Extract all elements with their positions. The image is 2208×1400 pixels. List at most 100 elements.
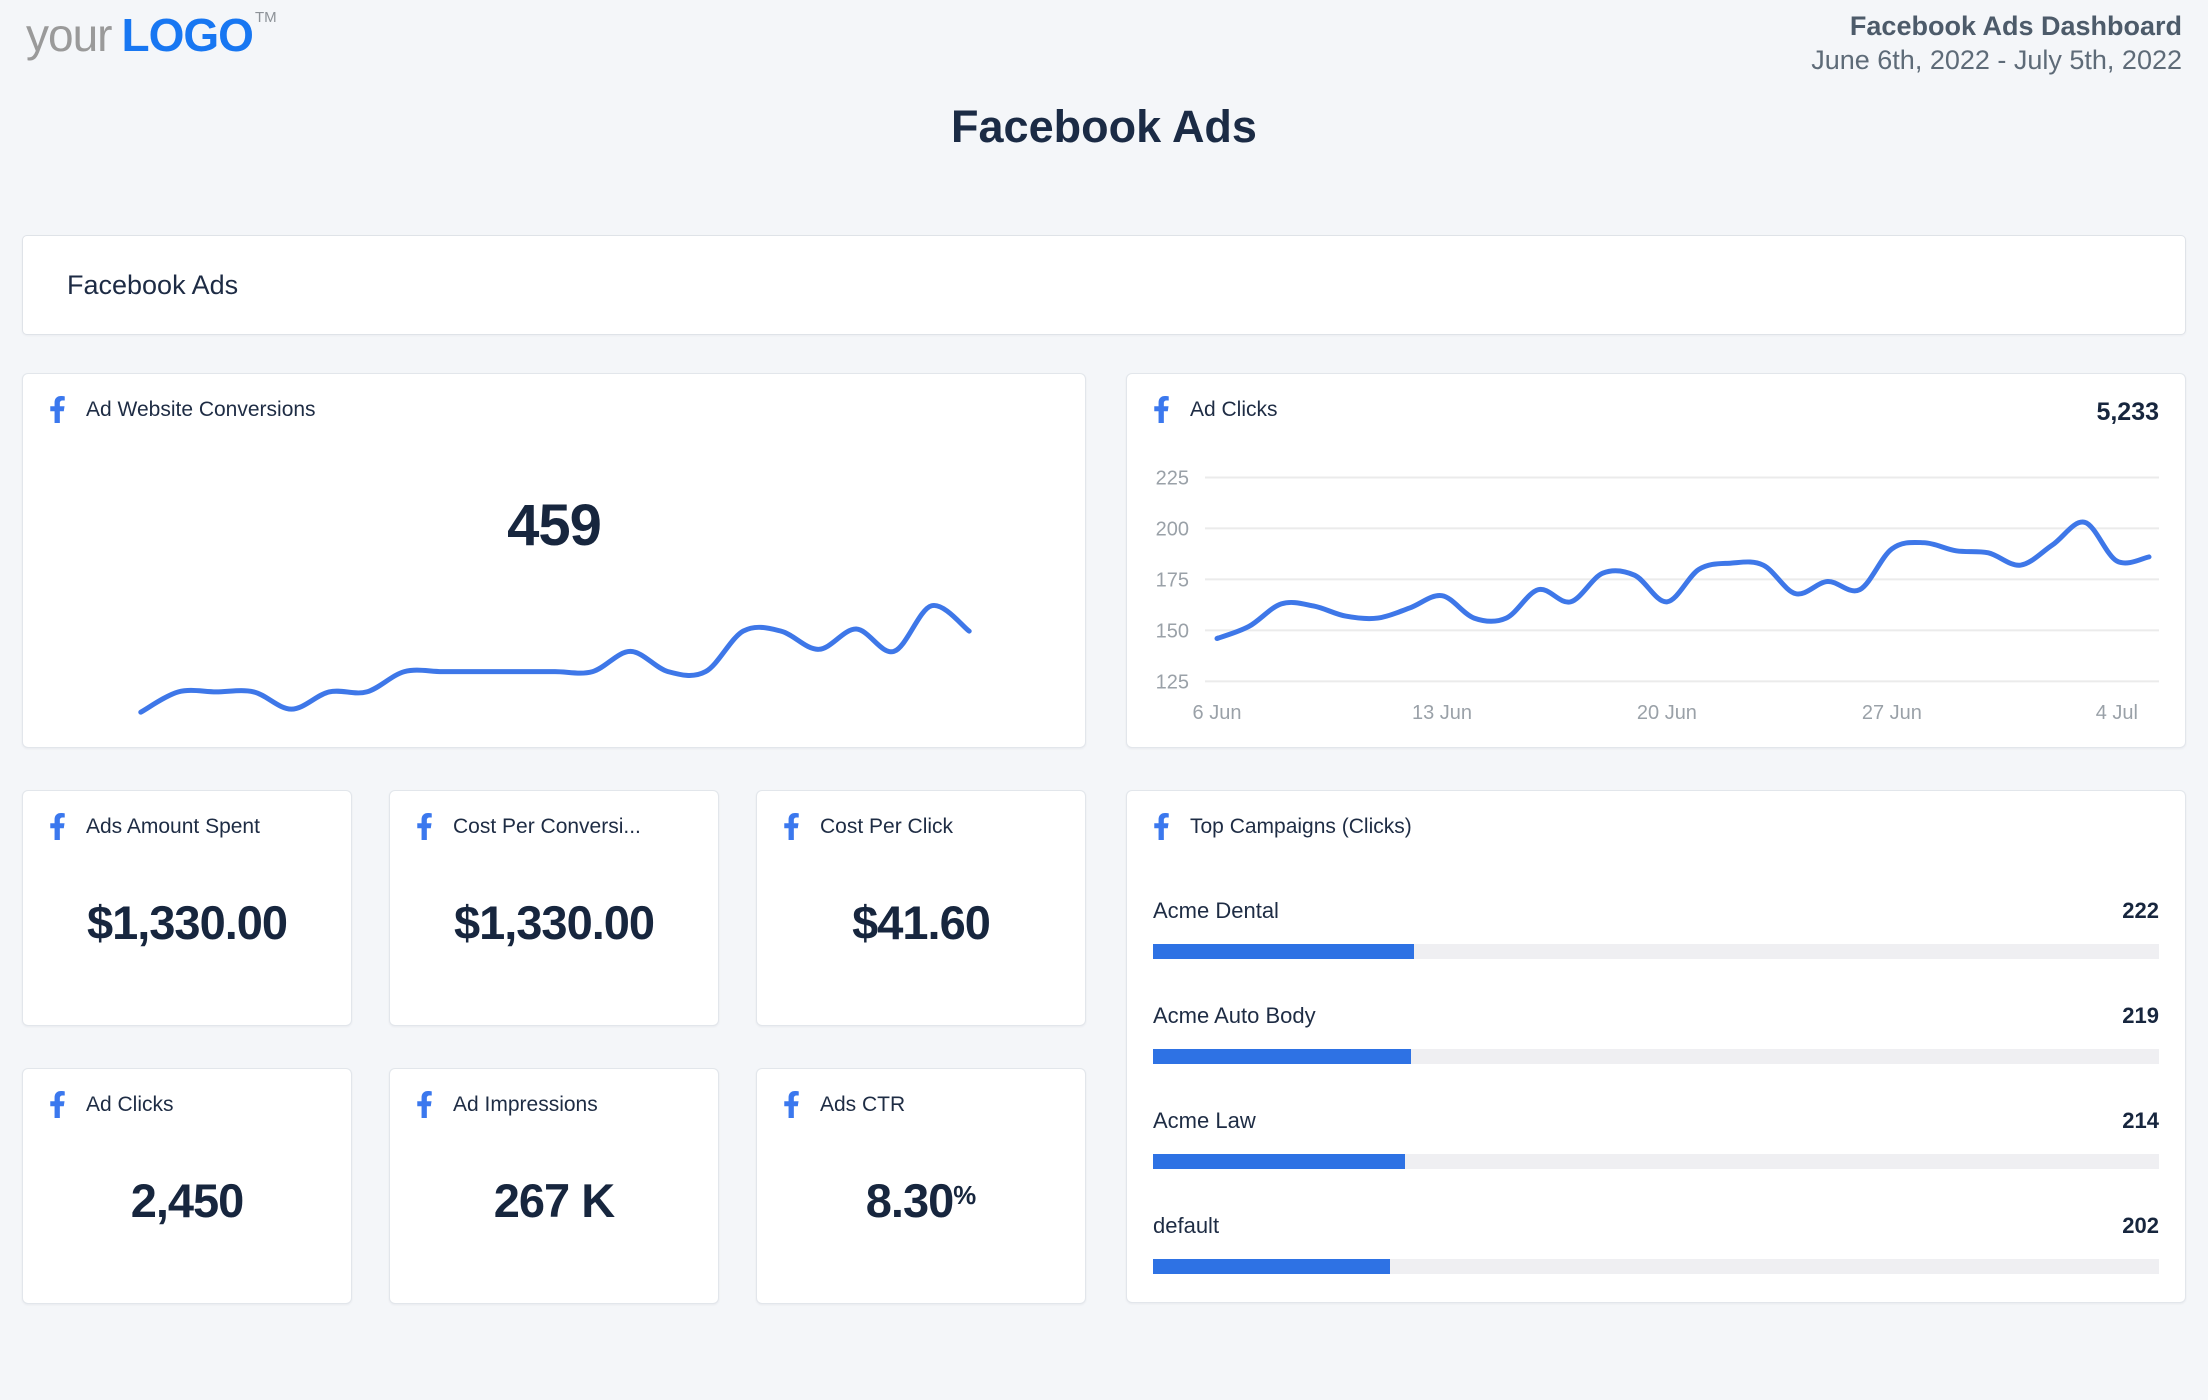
campaign-bar-track <box>1153 1049 2159 1064</box>
campaign-label: Acme Law <box>1153 1108 1256 1133</box>
card-ads-amount-spent: Ads Amount Spent $1,330.00 <box>22 790 352 1026</box>
card-title: Ad Website Conversions <box>86 397 316 421</box>
campaign-bar-fill <box>1153 1049 1411 1064</box>
campaign-line: Acme Law 214 <box>1153 1108 2159 1134</box>
campaign-row: Acme Law 214 <box>1153 1108 2159 1169</box>
card-header: Ads Amount Spent <box>49 813 260 840</box>
card-ad-impressions: Ad Impressions 267 K <box>389 1068 719 1304</box>
svg-text:27 Jun: 27 Jun <box>1862 702 1922 724</box>
facebook-icon <box>50 396 65 423</box>
stat-value: $41.60 <box>757 895 1085 950</box>
card-top-campaigns: Top Campaigns (Clicks) Acme Dental 222 A… <box>1126 790 2186 1303</box>
svg-text:175: 175 <box>1156 569 1189 591</box>
stat-number: 2,450 <box>130 1174 245 1227</box>
logo-name: LOGO <box>121 9 253 61</box>
svg-text:125: 125 <box>1156 671 1189 693</box>
svg-text:4 Jul: 4 Jul <box>2096 702 2138 724</box>
campaign-line: Acme Dental 222 <box>1153 898 2159 924</box>
conversions-sparkline <box>138 603 972 715</box>
card-header: Top Campaigns (Clicks) <box>1153 813 2159 840</box>
card-title: Ad Impressions <box>453 1092 598 1116</box>
campaign-bar-fill <box>1153 944 1414 959</box>
card-header: Ad Website Conversions <box>49 396 316 423</box>
campaign-value: 202 <box>2122 1213 2159 1238</box>
logo-trademark: TM <box>254 9 277 26</box>
facebook-icon <box>784 1091 799 1118</box>
campaign-row: default 202 <box>1153 1213 2159 1274</box>
stats-grid: Ads Amount Spent $1,330.00 Cost Per Conv… <box>22 790 1086 1304</box>
campaign-bar-fill <box>1153 1154 1405 1169</box>
right-column: Ad Clicks 5,233 225 200 175 150 125 6 Jun 13 J… <box>1126 373 2186 1304</box>
card-header: Ad Impressions <box>416 1091 598 1118</box>
card-ads-ctr: Ads CTR 8.30% <box>756 1068 1086 1304</box>
brand-logo: your LOGO TM <box>26 6 277 58</box>
facebook-icon <box>784 813 799 840</box>
dashboard-grid: Ad Website Conversions 459 Ads Amount Sp… <box>22 373 2186 1304</box>
card-ad-website-conversions: Ad Website Conversions 459 <box>22 373 1086 748</box>
card-title: Cost Per Click <box>820 814 954 838</box>
header-meta: Facebook Ads Dashboard June 6th, 2022 - … <box>1811 6 2182 80</box>
campaign-bar-track <box>1153 944 2159 959</box>
section-label: Facebook Ads <box>67 269 239 300</box>
stat-number: $41.60 <box>852 896 991 949</box>
card-cost-per-conversion: Cost Per Conversi... $1,330.00 <box>389 790 719 1026</box>
facebook-icon <box>417 813 432 840</box>
campaign-label: default <box>1153 1213 1220 1238</box>
ad-clicks-total-value: 5,233 <box>2096 398 2159 426</box>
stat-number: 8.30 <box>865 1174 954 1227</box>
card-title: Ad Clicks <box>1190 397 1278 421</box>
facebook-icon <box>50 1091 65 1118</box>
campaign-bar-fill <box>1153 1259 1391 1274</box>
card-title: Top Campaigns (Clicks) <box>1190 814 1412 838</box>
stat-value: $1,330.00 <box>390 895 718 950</box>
card-header: Ad Clicks <box>49 1091 174 1118</box>
stat-number: $1,330.00 <box>86 896 288 949</box>
page-header: your LOGO TM Facebook Ads Dashboard June… <box>0 0 2208 88</box>
card-title: Ads Amount Spent <box>86 814 260 838</box>
campaign-label: Acme Dental <box>1153 898 1279 923</box>
card-ad-clicks-total: Ad Clicks 2,450 <box>22 1068 352 1304</box>
stat-value: $1,330.00 <box>23 895 351 950</box>
svg-text:225: 225 <box>1156 467 1189 489</box>
campaign-bar-track <box>1153 1154 2159 1169</box>
page-title: Facebook Ads <box>951 101 1257 152</box>
campaign-row: Acme Auto Body 219 <box>1153 1003 2159 1064</box>
card-header: Ad Clicks <box>1153 396 1278 423</box>
card-header: Ads CTR <box>783 1091 905 1118</box>
campaign-value: 219 <box>2122 1003 2159 1028</box>
svg-text:6 Jun: 6 Jun <box>1193 702 1242 724</box>
stat-value: 2,450 <box>23 1173 351 1228</box>
facebook-icon <box>1154 396 1169 423</box>
section-label-box: Facebook Ads <box>22 235 2186 335</box>
svg-text:13 Jun: 13 Jun <box>1412 702 1472 724</box>
facebook-icon <box>50 813 65 840</box>
card-header: Cost Per Conversi... <box>416 813 641 840</box>
svg-text:200: 200 <box>1156 518 1189 540</box>
date-range: June 6th, 2022 - July 5th, 2022 <box>1811 45 2182 76</box>
facebook-icon <box>1154 813 1169 840</box>
facebook-icon <box>417 1091 432 1118</box>
stat-suffix: % <box>953 1182 977 1211</box>
campaign-label: Acme Auto Body <box>1153 1003 1316 1028</box>
svg-text:150: 150 <box>1156 620 1189 642</box>
stat-number: $1,330.00 <box>453 896 655 949</box>
left-column: Ad Website Conversions 459 Ads Amount Sp… <box>22 373 1086 1304</box>
campaign-value: 222 <box>2122 898 2159 923</box>
logo-prefix: your <box>26 9 112 61</box>
card-ad-clicks-chart: Ad Clicks 5,233 225 200 175 150 125 6 Jun 13 J… <box>1126 373 2186 748</box>
card-title: Cost Per Conversi... <box>453 814 641 838</box>
stat-value: 267 K <box>390 1173 718 1228</box>
campaign-line: default 202 <box>1153 1213 2159 1239</box>
campaign-bar-track <box>1153 1259 2159 1274</box>
card-cost-per-click: Cost Per Click $41.60 <box>756 790 1086 1026</box>
campaign-row: Acme Dental 222 <box>1153 898 2159 959</box>
stat-value: 8.30% <box>757 1173 1085 1228</box>
card-header: Cost Per Click <box>783 813 953 840</box>
card-title: Ads CTR <box>820 1092 906 1116</box>
campaign-line: Acme Auto Body 219 <box>1153 1003 2159 1029</box>
svg-text:20 Jun: 20 Jun <box>1637 702 1697 724</box>
card-title: Ad Clicks <box>86 1092 174 1116</box>
conversions-value: 459 <box>507 493 602 558</box>
